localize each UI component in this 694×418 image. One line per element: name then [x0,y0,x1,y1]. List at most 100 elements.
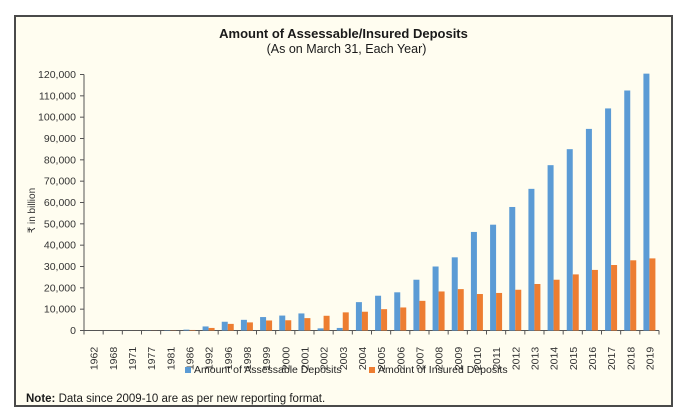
bar-assessable [260,317,267,331]
x-tick-label: 2000 [280,347,292,371]
bar-insured [476,294,483,331]
bar-insured [342,312,349,331]
x-tick-label: 2014 [549,347,561,371]
note-label: Note: [26,393,56,405]
bar-assessable [624,90,631,331]
bar-assessable [490,224,497,331]
bar-assessable [585,128,592,331]
bar-assessable [355,302,362,331]
bar-insured [649,258,656,331]
bar-assessable [279,315,286,331]
y-tick-label: 40,000 [44,240,76,252]
bar-insured [266,320,273,331]
x-tick-label: 2012 [510,347,522,371]
x-tick-label: 2010 [472,347,484,371]
x-tick-label: 2018 [625,347,637,371]
bar-insured [515,289,522,331]
y-axis-title: ₹ in billion [27,188,38,233]
bar-assessable [317,328,324,331]
bar-assessable [202,326,209,331]
chart-frame: Amount of Assessable/Insured Deposits (A… [14,15,673,407]
legend-swatch [185,367,191,373]
x-tick-label: 2005 [376,347,388,371]
x-tick-label: 2017 [606,347,618,371]
y-tick-label: 30,000 [44,261,76,273]
y-tick-label: 10,000 [44,304,76,316]
chart-note: Note: Data since 2009-10 are as per new … [26,393,325,405]
bar-insured [611,265,618,331]
bar-insured [591,269,598,331]
bar-assessable [605,108,612,331]
x-tick-label: 1968 [108,347,120,371]
note-text: Data since 2009-10 are as per new report… [55,393,326,405]
bar-assessable [432,266,439,331]
bar-insured [438,291,445,331]
chart-subtitle: (As on March 31, Each Year) [266,42,427,56]
bar-insured [189,329,196,331]
bar-assessable [451,257,458,331]
chart-title: Amount of Assessable/Insured Deposits [219,26,468,41]
bar-assessable [566,149,573,331]
bar-assessable [183,329,190,331]
y-tick-label: 20,000 [44,282,76,294]
x-tick-label: 1992 [204,347,216,371]
x-tick-label: 1998 [242,347,254,371]
bar-assessable [413,279,420,331]
x-tick-label: 1986 [184,347,196,371]
y-tick-label: 80,000 [44,154,76,166]
bar-insured [246,322,253,331]
y-tick-label: 50,000 [44,218,76,230]
bar-insured [553,279,560,331]
bar-insured [208,327,215,331]
legend-swatch [369,367,375,373]
bar-assessable [509,206,516,331]
bar-assessable [336,327,343,331]
bar-insured [572,274,579,331]
legend-label: Amount of Insured Deposits [378,364,508,376]
x-tick-label: 2015 [568,347,580,371]
bar-assessable [375,295,382,331]
bar-assessable [240,319,247,331]
bar-insured [457,289,464,331]
y-tick-label: 0 [70,325,76,337]
y-tick-label: 60,000 [44,197,76,209]
x-tick-label: 2001 [299,347,311,371]
x-tick-label: 1981 [165,347,177,371]
bar-insured [285,320,292,331]
x-tick-label: 2019 [644,347,656,371]
bar-insured [381,309,388,331]
bar-insured [419,300,426,331]
y-tick-label: 120,000 [38,69,76,81]
bar-assessable [470,231,477,331]
x-tick-label: 2009 [453,347,465,371]
bar-insured [323,315,330,331]
x-tick-label: 2003 [338,347,350,371]
bar-insured [534,283,541,331]
x-tick-label: 2004 [357,347,369,371]
y-tick-label: 110,000 [39,90,76,102]
y-tick-label: 100,000 [38,112,76,124]
bar-insured [361,311,368,331]
bar-assessable [643,73,650,331]
x-tick-label: 1962 [89,347,101,371]
x-tick-label: 2013 [529,347,541,371]
bar-insured [496,292,503,331]
x-tick-label: 2008 [434,347,446,371]
bar-assessable [298,313,305,331]
x-tick-label: 2006 [395,347,407,371]
bar-assessable [394,292,401,331]
bar-insured [400,307,407,331]
x-tick-label: 1996 [223,347,235,371]
y-tick-label: 90,000 [44,133,76,145]
legend-label: Amount of Assessable Deposits [194,364,342,376]
x-tick-label: 2016 [587,347,599,371]
x-tick-label: 2011 [491,347,503,370]
x-tick-label: 1999 [261,347,273,371]
x-tick-label: 2007 [414,347,426,371]
bar-assessable [547,165,554,331]
y-tick-label: 70,000 [44,176,76,188]
bar-assessable [221,321,228,331]
bar-assessable [528,188,535,331]
x-tick-label: 1971 [127,347,139,371]
